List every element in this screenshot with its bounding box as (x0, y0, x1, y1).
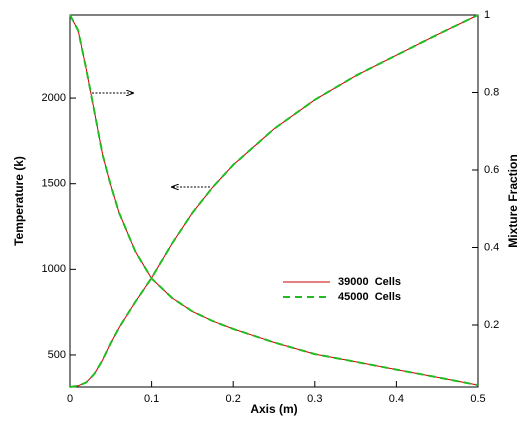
series-line (69, 14, 479, 388)
series-line (69, 14, 479, 386)
y-tick-label: 1500 (42, 178, 66, 190)
plot-frame (69, 14, 479, 388)
series-line (69, 14, 479, 388)
legend-label: 39000 Cells (338, 276, 401, 288)
x-tick-label: 0 (67, 393, 73, 405)
y2-tick-label: 0.2 (484, 319, 499, 331)
y2-tick-label: 0.6 (484, 164, 499, 176)
x-tick-label: 0.2 (226, 393, 241, 405)
y-axis-title: Temperature (k) (12, 156, 26, 246)
x-tick-label: 0.4 (389, 393, 404, 405)
y2-tick-label: 0.8 (484, 86, 499, 98)
x-tick-label: 0.5 (470, 393, 485, 405)
x-tick-label: 0.3 (307, 393, 322, 405)
y2-axis-title: Mixture Fraction (506, 154, 520, 247)
x-axis-title: Axis (m) (250, 402, 297, 416)
legend-label: 45000 Cells (338, 291, 401, 303)
y2-tick-label: 0.4 (484, 241, 499, 253)
y-tick-label: 500 (48, 349, 66, 361)
y2-tick-label: 1 (484, 9, 490, 21)
y-tick-label: 2000 (42, 92, 66, 104)
x-tick-label: 0.1 (144, 393, 159, 405)
series-line (69, 14, 479, 387)
y-tick-label: 1000 (42, 263, 66, 275)
